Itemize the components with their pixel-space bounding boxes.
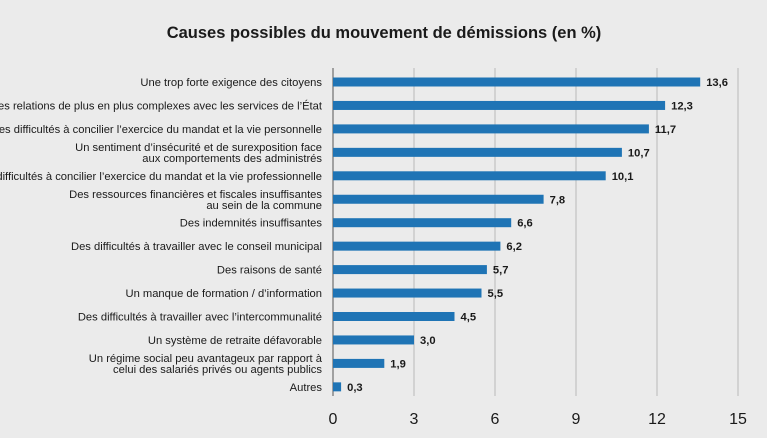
category-label: Des ressources financières et fiscales i…	[69, 189, 322, 212]
category-label: Un régime social peu avantageux par rapp…	[89, 353, 323, 376]
bar	[333, 382, 342, 392]
bar	[333, 124, 649, 134]
bar	[333, 265, 487, 275]
bar-value-label: 3,0	[420, 335, 436, 347]
bar-value-label: 6,6	[517, 218, 533, 230]
category-label: Des indemnités insuffisantes	[180, 218, 323, 230]
category-label: Un manque de formation / d’information	[125, 288, 322, 300]
bar-value-label: 1,9	[390, 358, 406, 370]
category-label: Des difficultés à concilier l’exercice d…	[0, 171, 322, 183]
bar-value-label: 0,3	[347, 382, 363, 394]
bars	[333, 77, 701, 392]
bar	[333, 241, 501, 251]
x-tick-label: 12	[648, 411, 666, 428]
category-label: Des difficultés à concilier l’exercice d…	[0, 124, 322, 136]
category-label: Autres	[290, 382, 323, 394]
category-label: Une trop forte exigence des citoyens	[140, 77, 322, 89]
bar-value-label: 11,7	[655, 124, 676, 136]
category-label: Un sentiment d’insécurité et de surexpos…	[75, 142, 322, 165]
bar-value-label: 4,5	[461, 312, 477, 324]
bar	[333, 194, 544, 204]
chart-title: Causes possibles du mouvement de démissi…	[167, 24, 602, 42]
bar	[333, 288, 482, 298]
bar-value-label: 5,5	[488, 288, 504, 300]
category-labels: Une trop forte exigence des citoyens Des …	[0, 77, 323, 394]
value-labels: 13,6 12,3 11,7 10,7 10,1 7,8 6,6 6,2 5,7 5,5 4,5 3,…	[347, 77, 728, 394]
bar	[333, 335, 414, 345]
bar-value-label: 13,6	[706, 77, 728, 89]
bar-value-label: 7,8	[550, 194, 566, 206]
bar-value-label: 10,7	[628, 147, 650, 159]
bar	[333, 218, 512, 228]
x-axis-ticks: 0 3 6 9 12 15	[329, 411, 747, 428]
bar	[333, 171, 606, 181]
bar-value-label: 6,2	[506, 241, 522, 253]
category-label: Des difficultés à travailler avec l’inte…	[78, 312, 322, 324]
category-label: Des raisons de santé	[217, 265, 322, 277]
bar	[333, 100, 666, 110]
x-tick-label: 6	[491, 411, 500, 428]
x-tick-label: 3	[410, 411, 419, 428]
bar-value-label: 10,1	[612, 171, 634, 183]
bar	[333, 147, 622, 157]
category-label: Des difficultés à travailler avec le con…	[71, 241, 322, 253]
bar	[333, 358, 385, 368]
bar-value-label: 5,7	[493, 265, 509, 277]
x-tick-label: 0	[329, 411, 338, 428]
category-label: Un système de retraite défavorable	[148, 335, 322, 347]
gridlines	[332, 68, 739, 396]
category-label: Des relations de plus en plus complexes …	[0, 99, 323, 112]
x-tick-label: 15	[729, 411, 747, 428]
x-tick-label: 9	[572, 411, 581, 428]
bar	[333, 77, 701, 87]
bar-value-label: 12,3	[671, 100, 693, 112]
bar	[333, 312, 455, 321]
